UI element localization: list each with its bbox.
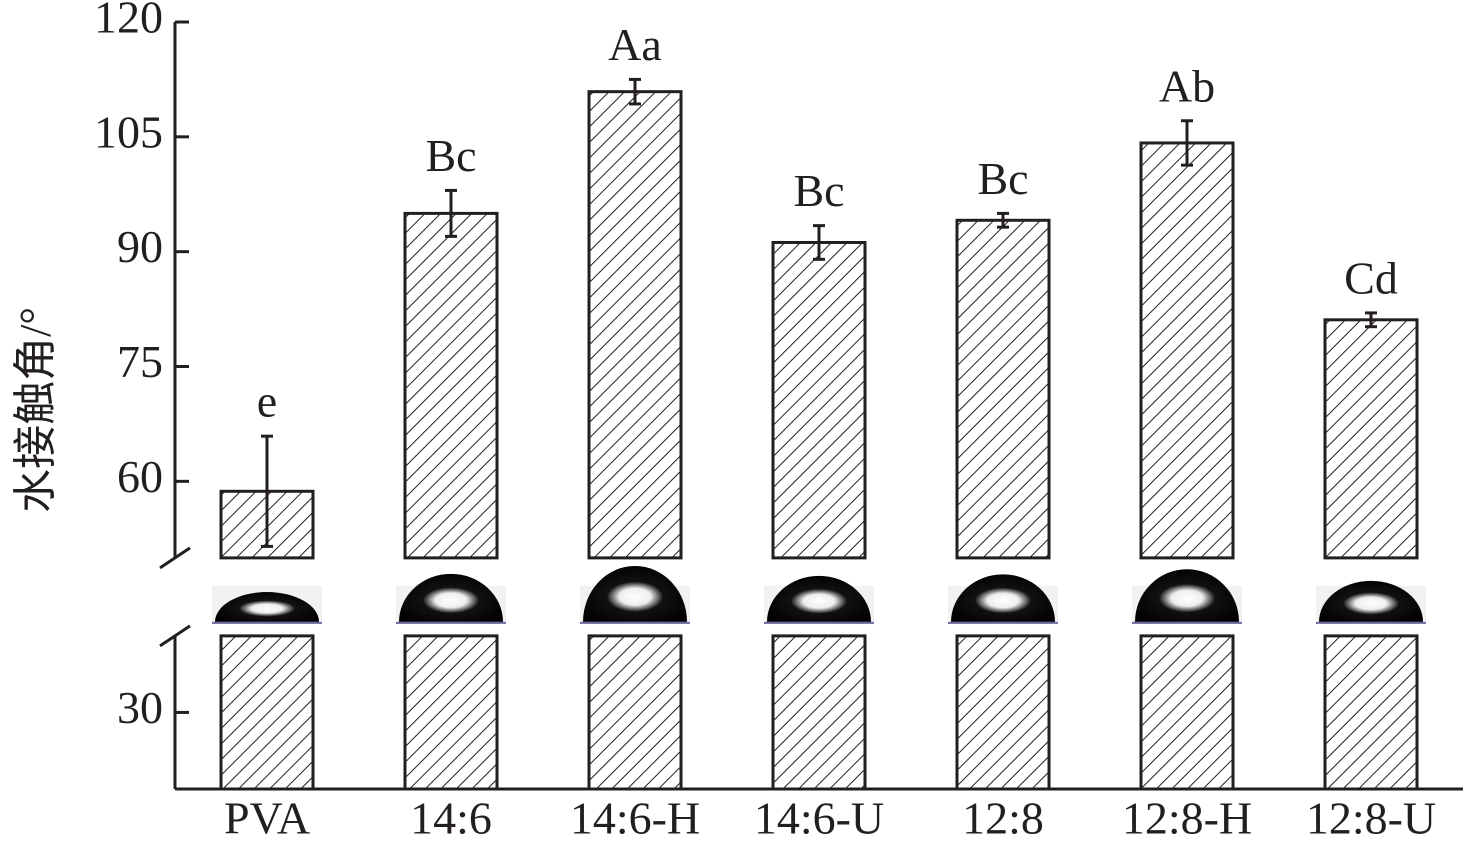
y-tick-label: 90 bbox=[117, 221, 163, 272]
droplet bbox=[951, 574, 1055, 622]
droplet bbox=[583, 565, 687, 622]
bar bbox=[1323, 634, 1419, 791]
x-tick-label: 14:6-U bbox=[754, 793, 884, 841]
x-tick-label: 12:8-U bbox=[1306, 793, 1436, 841]
bar bbox=[771, 240, 867, 560]
significance-label: Ab bbox=[1159, 60, 1215, 111]
significance-label: Cd bbox=[1344, 252, 1398, 303]
x-tick-label: 14:6-H bbox=[570, 793, 700, 841]
droplet bbox=[767, 575, 871, 622]
x-tick-label: 14:6 bbox=[410, 793, 492, 841]
x-tick-label: PVA bbox=[224, 793, 310, 841]
significance-label: Bc bbox=[425, 130, 476, 181]
bar bbox=[955, 634, 1051, 791]
bar bbox=[219, 634, 315, 791]
bar bbox=[1323, 318, 1419, 560]
bar bbox=[1139, 141, 1235, 560]
droplet bbox=[1135, 569, 1239, 622]
y-axis-label: 水接触角/° bbox=[11, 307, 60, 513]
significance-label: Bc bbox=[793, 165, 844, 216]
bar bbox=[403, 634, 499, 791]
y-tick-label: 75 bbox=[117, 336, 163, 387]
bar bbox=[955, 218, 1051, 560]
y-tick-label: 60 bbox=[117, 451, 163, 502]
droplet bbox=[1319, 580, 1423, 622]
bar bbox=[403, 211, 499, 560]
bar bbox=[587, 634, 683, 791]
significance-label: Aa bbox=[608, 19, 662, 70]
y-tick-label: 105 bbox=[94, 106, 163, 157]
significance-label: Bc bbox=[977, 153, 1028, 204]
bar bbox=[1139, 634, 1235, 791]
y-tick-label: 120 bbox=[94, 0, 163, 43]
bar bbox=[771, 634, 867, 791]
x-tick-label: 12:8 bbox=[962, 793, 1044, 841]
x-tick-label: 12:8-H bbox=[1122, 793, 1252, 841]
axis-break bbox=[159, 546, 191, 570]
significance-label: e bbox=[257, 376, 277, 427]
droplet bbox=[215, 592, 319, 622]
axis-break bbox=[159, 624, 191, 648]
bar bbox=[587, 90, 683, 560]
y-tick-label: 30 bbox=[117, 682, 163, 733]
droplet bbox=[399, 573, 503, 622]
